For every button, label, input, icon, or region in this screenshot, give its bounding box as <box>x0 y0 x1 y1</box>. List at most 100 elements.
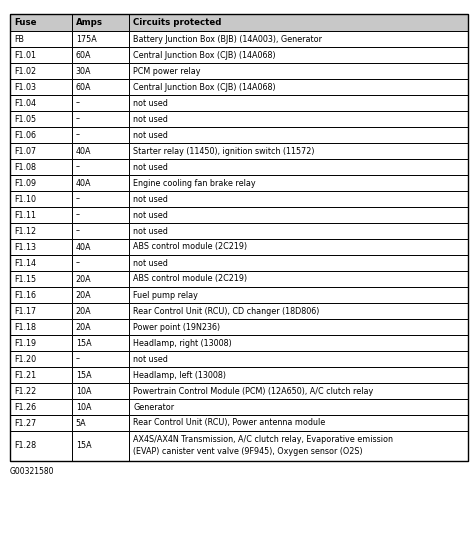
Text: –: – <box>76 162 80 172</box>
Bar <box>72 239 129 255</box>
Bar <box>72 415 129 431</box>
Text: F1.27: F1.27 <box>14 419 36 427</box>
Text: ABS control module (2C219): ABS control module (2C219) <box>133 275 247 283</box>
Text: –: – <box>76 355 80 363</box>
Text: –: – <box>76 226 80 236</box>
Text: Battery Junction Box (BJB) (14A003), Generator: Battery Junction Box (BJB) (14A003), Gen… <box>133 35 322 43</box>
Bar <box>129 31 468 47</box>
Bar <box>129 47 468 63</box>
Text: 40A: 40A <box>76 147 91 155</box>
Text: F1.04: F1.04 <box>14 98 36 108</box>
Text: 20A: 20A <box>76 291 91 300</box>
Bar <box>129 303 468 319</box>
Text: ABS control module (2C219): ABS control module (2C219) <box>133 243 247 251</box>
Bar <box>10 143 72 159</box>
Text: –: – <box>76 211 80 219</box>
Bar <box>10 223 72 239</box>
Text: –: – <box>76 258 80 268</box>
Bar <box>72 399 129 415</box>
Text: F1.15: F1.15 <box>14 275 36 283</box>
Bar <box>129 239 468 255</box>
Text: 20A: 20A <box>76 306 91 315</box>
Bar <box>10 351 72 367</box>
Bar <box>129 79 468 95</box>
Text: 20A: 20A <box>76 323 91 331</box>
Text: F1.06: F1.06 <box>14 130 36 140</box>
Text: –: – <box>76 130 80 140</box>
Bar <box>129 191 468 207</box>
Bar <box>72 63 129 79</box>
Bar <box>72 383 129 399</box>
Bar <box>72 255 129 271</box>
Text: F1.09: F1.09 <box>14 179 36 187</box>
Text: F1.03: F1.03 <box>14 83 36 92</box>
Text: Fuel pump relay: Fuel pump relay <box>133 291 198 300</box>
Bar <box>129 415 468 431</box>
Bar <box>10 319 72 335</box>
Text: F1.17: F1.17 <box>14 306 36 315</box>
Text: F1.05: F1.05 <box>14 115 36 123</box>
Bar <box>10 14 468 461</box>
Text: F1.01: F1.01 <box>14 50 36 60</box>
Bar <box>10 303 72 319</box>
Bar <box>129 175 468 191</box>
Bar <box>10 79 72 95</box>
Bar <box>72 14 129 31</box>
Bar <box>129 127 468 143</box>
Text: not used: not used <box>133 115 168 123</box>
Bar <box>129 159 468 175</box>
Bar <box>129 351 468 367</box>
Bar <box>10 14 72 31</box>
Text: 40A: 40A <box>76 243 91 251</box>
Text: 15A: 15A <box>76 338 91 348</box>
Text: (EVAP) canister vent valve (9F945), Oxygen sensor (O2S): (EVAP) canister vent valve (9F945), Oxyg… <box>133 446 363 456</box>
Bar <box>72 223 129 239</box>
Bar <box>72 175 129 191</box>
Bar <box>10 399 72 415</box>
Text: Headlamp, left (13008): Headlamp, left (13008) <box>133 370 226 380</box>
Text: 15A: 15A <box>76 441 91 451</box>
Bar <box>10 415 72 431</box>
Bar <box>72 207 129 223</box>
Bar <box>10 335 72 351</box>
Text: not used: not used <box>133 226 168 236</box>
Bar <box>72 367 129 383</box>
Text: –: – <box>76 115 80 123</box>
Bar <box>129 111 468 127</box>
Text: 15A: 15A <box>76 370 91 380</box>
Text: Rear Control Unit (RCU), Power antenna module: Rear Control Unit (RCU), Power antenna m… <box>133 419 325 427</box>
Bar <box>72 431 129 461</box>
Bar <box>10 255 72 271</box>
Text: F1.13: F1.13 <box>14 243 36 251</box>
Text: Starter relay (11450), ignition switch (11572): Starter relay (11450), ignition switch (… <box>133 147 315 155</box>
Text: PCM power relay: PCM power relay <box>133 66 201 75</box>
Bar <box>72 111 129 127</box>
Text: not used: not used <box>133 355 168 363</box>
Text: F1.14: F1.14 <box>14 258 36 268</box>
Text: F1.20: F1.20 <box>14 355 36 363</box>
Bar <box>72 287 129 303</box>
Bar <box>10 31 72 47</box>
Text: 175A: 175A <box>76 35 97 43</box>
Bar <box>10 207 72 223</box>
Bar <box>10 175 72 191</box>
Text: F1.07: F1.07 <box>14 147 36 155</box>
Text: F1.11: F1.11 <box>14 211 36 219</box>
Bar <box>72 319 129 335</box>
Text: 60A: 60A <box>76 83 91 92</box>
Text: FB: FB <box>14 35 24 43</box>
Bar <box>129 319 468 335</box>
Bar <box>72 271 129 287</box>
Bar <box>72 351 129 367</box>
Text: Headlamp, right (13008): Headlamp, right (13008) <box>133 338 232 348</box>
Bar <box>129 383 468 399</box>
Text: F1.26: F1.26 <box>14 402 36 412</box>
Bar <box>10 431 72 461</box>
Bar <box>10 383 72 399</box>
Bar <box>10 63 72 79</box>
Bar <box>129 335 468 351</box>
Bar <box>10 191 72 207</box>
Bar <box>129 223 468 239</box>
Bar <box>72 31 129 47</box>
Text: not used: not used <box>133 194 168 204</box>
